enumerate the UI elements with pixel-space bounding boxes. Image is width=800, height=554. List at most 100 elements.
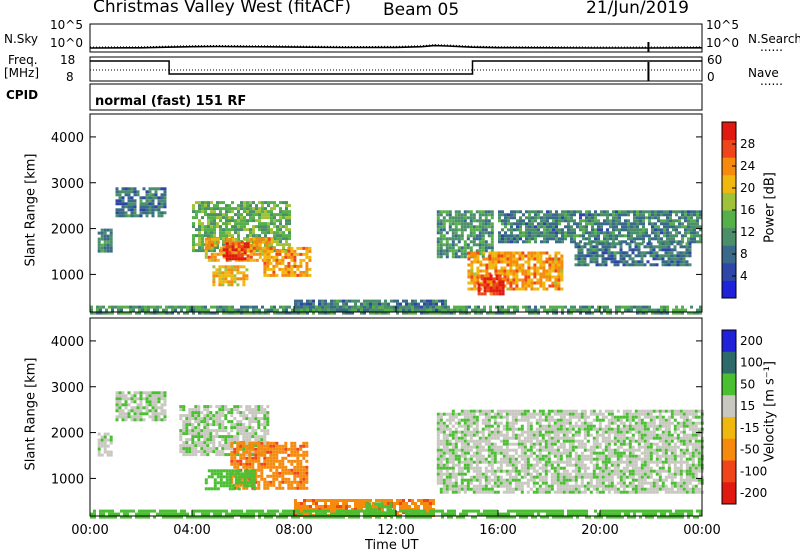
cell bbox=[302, 273, 306, 277]
cell bbox=[498, 277, 502, 281]
cell bbox=[145, 406, 149, 410]
cell bbox=[154, 208, 158, 212]
cell bbox=[336, 505, 339, 508]
cell bbox=[486, 289, 490, 293]
cell bbox=[531, 308, 534, 312]
cell bbox=[230, 423, 234, 427]
cell bbox=[463, 219, 467, 223]
cell bbox=[663, 231, 666, 235]
cell bbox=[179, 405, 183, 409]
cell bbox=[624, 222, 627, 226]
cell bbox=[439, 415, 443, 419]
cell bbox=[234, 481, 238, 485]
cell bbox=[264, 311, 267, 315]
cell bbox=[206, 435, 210, 439]
cell bbox=[254, 447, 258, 451]
cell bbox=[142, 418, 146, 422]
cell bbox=[676, 257, 680, 261]
cell bbox=[276, 243, 279, 247]
cell bbox=[681, 305, 684, 309]
cell bbox=[387, 305, 390, 309]
cell bbox=[266, 273, 270, 277]
cell bbox=[312, 499, 315, 502]
cell bbox=[201, 246, 204, 250]
cell bbox=[661, 260, 665, 264]
cell bbox=[230, 268, 234, 272]
cell bbox=[463, 457, 467, 461]
cell bbox=[312, 299, 315, 303]
cell bbox=[612, 219, 615, 223]
cell bbox=[564, 234, 567, 238]
cell bbox=[531, 231, 534, 235]
cell bbox=[445, 412, 449, 416]
cell bbox=[640, 254, 644, 258]
cell bbox=[487, 487, 491, 491]
cell bbox=[296, 465, 300, 469]
cell bbox=[624, 240, 627, 244]
cell bbox=[625, 260, 629, 264]
cell bbox=[348, 308, 351, 312]
cell bbox=[124, 205, 128, 209]
cell bbox=[296, 486, 300, 490]
cell bbox=[543, 225, 546, 229]
cell bbox=[696, 225, 699, 229]
cell bbox=[573, 210, 576, 214]
cell bbox=[124, 406, 128, 410]
cell bbox=[293, 459, 297, 463]
cell bbox=[154, 403, 158, 407]
cell bbox=[275, 264, 279, 268]
cell bbox=[396, 302, 399, 306]
cell bbox=[505, 442, 509, 446]
cell bbox=[281, 444, 285, 448]
cell bbox=[142, 397, 146, 401]
cell bbox=[263, 447, 267, 451]
cell bbox=[261, 228, 264, 232]
cell bbox=[439, 466, 443, 470]
cell bbox=[290, 267, 294, 271]
cell bbox=[279, 243, 282, 247]
cell bbox=[145, 211, 149, 215]
cell bbox=[472, 240, 476, 244]
cell bbox=[654, 231, 657, 235]
cell bbox=[396, 499, 399, 502]
cell bbox=[270, 305, 273, 309]
cell bbox=[493, 460, 497, 464]
cell bbox=[339, 505, 342, 508]
cell bbox=[278, 447, 282, 451]
cell bbox=[408, 305, 411, 309]
cell bbox=[299, 252, 303, 256]
cell bbox=[463, 210, 467, 214]
cell bbox=[144, 305, 147, 309]
cell bbox=[366, 499, 369, 502]
cell bbox=[655, 257, 659, 261]
cell bbox=[526, 412, 530, 416]
cell bbox=[284, 447, 288, 451]
cell bbox=[525, 216, 528, 220]
cell bbox=[201, 311, 204, 315]
cell bbox=[533, 272, 537, 276]
cell bbox=[136, 391, 140, 395]
cell bbox=[487, 418, 491, 422]
cell bbox=[236, 277, 240, 281]
cell bbox=[598, 263, 602, 267]
cell bbox=[580, 263, 584, 267]
cell bbox=[290, 441, 294, 445]
cell bbox=[528, 308, 531, 312]
cell bbox=[477, 274, 481, 278]
cell bbox=[699, 311, 702, 315]
cell bbox=[160, 199, 164, 203]
cell bbox=[219, 219, 222, 223]
cell bbox=[657, 213, 660, 217]
cell bbox=[209, 432, 213, 436]
cell bbox=[451, 237, 455, 241]
cell bbox=[673, 248, 677, 252]
cell bbox=[263, 486, 267, 490]
cell bbox=[151, 415, 155, 419]
cell bbox=[204, 478, 208, 482]
cell bbox=[293, 441, 297, 445]
cell bbox=[191, 411, 195, 415]
cell bbox=[454, 231, 458, 235]
cell bbox=[179, 408, 183, 412]
cell bbox=[436, 412, 440, 416]
cell bbox=[127, 190, 131, 194]
